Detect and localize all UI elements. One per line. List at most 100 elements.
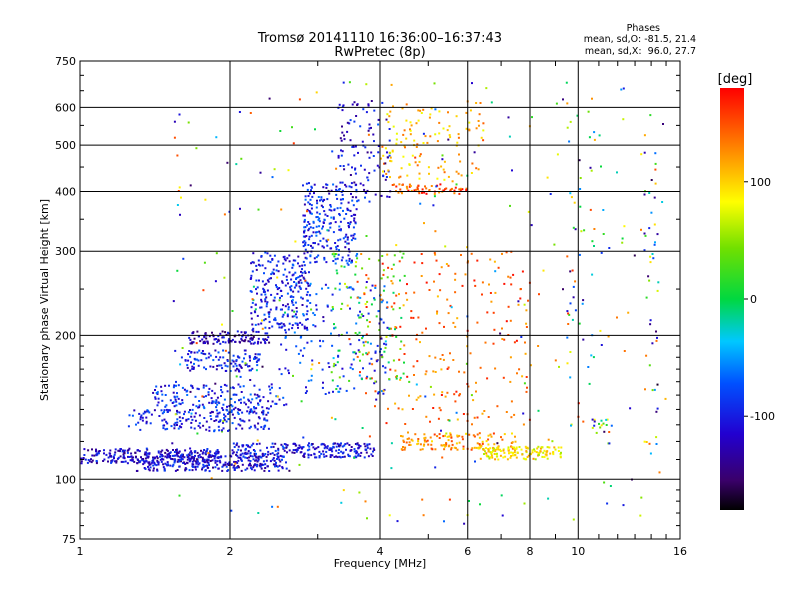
data-point	[431, 448, 434, 451]
data-point	[182, 257, 185, 260]
data-point	[323, 256, 326, 259]
data-point	[421, 331, 424, 334]
data-point	[475, 127, 478, 130]
data-point	[333, 209, 336, 212]
data-point	[243, 357, 245, 360]
data-point	[263, 454, 266, 457]
data-point	[185, 419, 188, 422]
data-point	[434, 448, 437, 451]
data-point	[246, 457, 249, 459]
data-point	[224, 331, 227, 334]
data-point	[190, 415, 193, 418]
data-point	[656, 407, 659, 410]
data-point	[458, 370, 460, 373]
data-point	[404, 446, 407, 449]
data-point	[248, 412, 251, 415]
data-point	[262, 428, 265, 430]
data-point	[180, 458, 183, 460]
data-point	[224, 341, 227, 344]
data-point	[655, 339, 658, 342]
data-point	[355, 261, 358, 264]
data-point	[562, 98, 564, 101]
data-point	[420, 253, 423, 255]
data-point	[278, 368, 281, 371]
data-point	[489, 292, 492, 294]
data-point	[366, 300, 369, 303]
data-point	[551, 440, 554, 443]
data-point	[351, 166, 353, 169]
data-point	[88, 460, 91, 463]
data-point	[348, 185, 351, 188]
data-point	[449, 432, 452, 435]
data-point	[296, 322, 299, 325]
data-point	[336, 361, 339, 364]
data-point	[340, 501, 343, 504]
data-point	[204, 342, 206, 344]
data-point	[420, 275, 423, 277]
data-point	[260, 293, 263, 296]
data-point	[346, 242, 349, 245]
data-point	[424, 436, 427, 439]
data-point	[330, 189, 333, 192]
data-point	[202, 424, 205, 427]
data-point	[157, 451, 160, 454]
data-point	[306, 449, 309, 452]
data-point	[461, 438, 464, 441]
data-point	[328, 391, 331, 394]
data-point	[329, 447, 332, 450]
data-point	[643, 440, 646, 443]
data-point	[235, 393, 238, 396]
data-point	[157, 397, 160, 400]
data-point	[273, 296, 276, 299]
data-point	[207, 356, 210, 359]
data-point	[436, 295, 439, 298]
data-point	[301, 274, 303, 277]
data-point	[296, 324, 299, 326]
data-point	[515, 447, 518, 450]
data-point	[389, 151, 392, 154]
data-point	[188, 350, 191, 352]
data-point	[514, 435, 516, 438]
data-point	[213, 457, 216, 460]
data-point	[324, 283, 327, 286]
data-point	[305, 313, 308, 316]
data-point	[535, 451, 538, 454]
data-point	[310, 234, 313, 237]
data-point	[571, 318, 574, 321]
data-point	[403, 344, 406, 347]
data-point	[332, 217, 335, 220]
data-point	[331, 150, 334, 153]
data-point	[315, 456, 318, 459]
data-point	[335, 455, 338, 458]
data-point	[289, 288, 292, 291]
data-point	[385, 336, 388, 338]
data-point	[522, 423, 525, 426]
data-point	[296, 449, 299, 451]
data-point	[251, 410, 253, 413]
data-point	[230, 397, 233, 400]
data-point	[297, 290, 300, 293]
data-point	[305, 293, 308, 296]
data-point	[252, 330, 255, 333]
data-point	[479, 446, 482, 449]
data-point	[444, 395, 447, 398]
data-point	[334, 418, 337, 421]
data-point	[255, 412, 258, 415]
data-point	[389, 110, 392, 113]
stats-o-mode: mean, sd,O: -81.5, 21.4	[584, 34, 696, 45]
data-point	[342, 489, 345, 492]
data-point	[237, 423, 240, 426]
data-point	[124, 460, 127, 463]
data-point	[452, 359, 455, 361]
data-point	[368, 257, 371, 260]
data-point	[176, 418, 179, 421]
data-point	[466, 345, 469, 348]
data-point	[449, 188, 452, 191]
data-point	[308, 271, 310, 274]
data-point	[531, 449, 534, 452]
data-point	[490, 300, 493, 303]
data-point	[223, 383, 226, 386]
data-point	[321, 386, 324, 389]
data-point	[155, 385, 158, 388]
data-point	[239, 424, 242, 427]
